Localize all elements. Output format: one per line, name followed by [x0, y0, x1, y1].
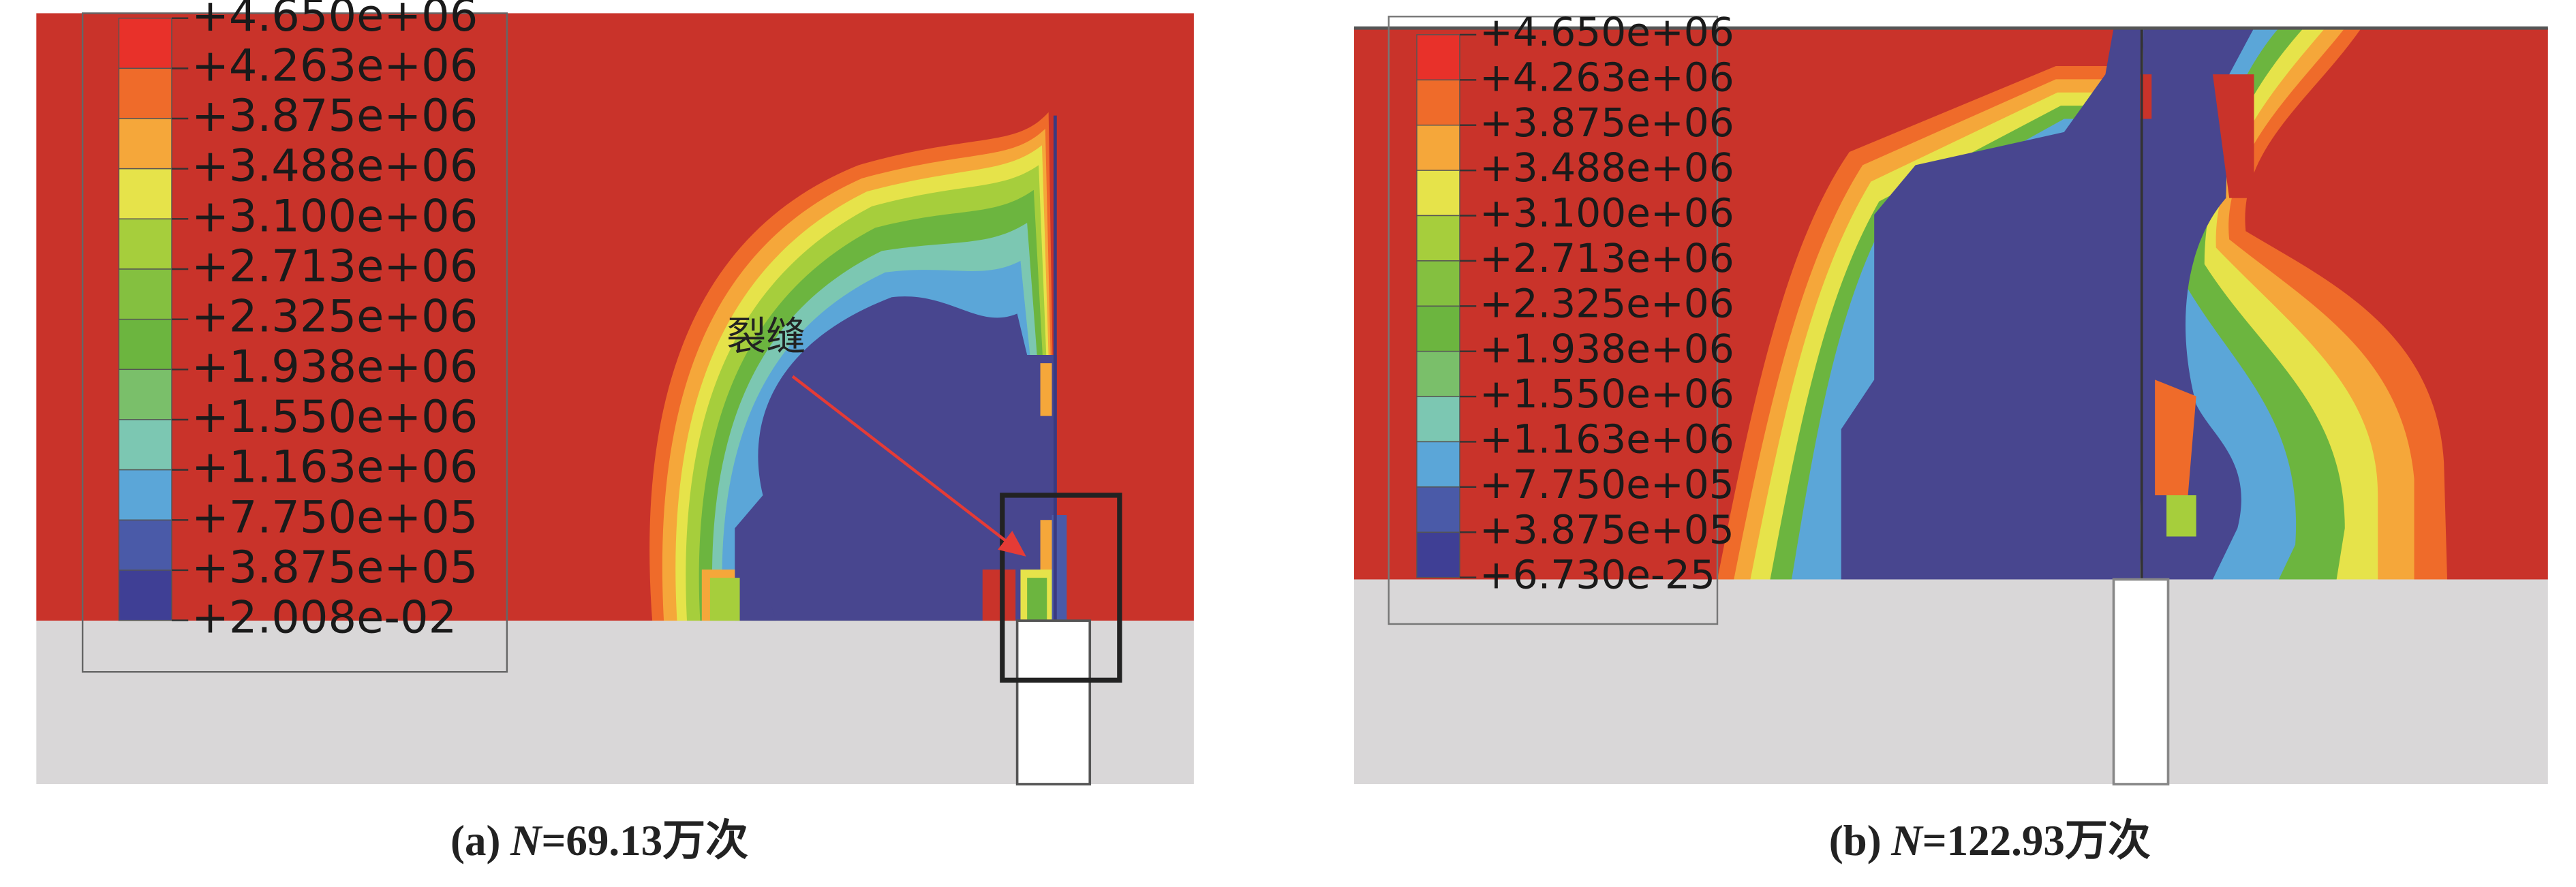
legend-swatch: [1416, 396, 1460, 443]
legend-frame: [81, 12, 508, 673]
legend-label: +1.550e+06: [191, 391, 478, 443]
contour-band: [982, 570, 1016, 621]
legend-swatch: [118, 218, 172, 270]
caption-variable: N: [510, 817, 543, 865]
contour-band: [735, 296, 1057, 621]
caption-value: =122.93万次: [1922, 817, 2151, 865]
contour-band: [2166, 495, 2196, 537]
caption: (b) N=122.93万次: [1829, 817, 2151, 865]
legend-swatch: [118, 519, 172, 571]
contour-band: [1027, 578, 1047, 621]
caption: (a) N=69.13万次: [450, 817, 748, 865]
legend-swatch: [118, 268, 172, 320]
legend-label: +4.650e+06: [191, 0, 478, 42]
legend-swatch: [118, 118, 172, 170]
legend-label: +3.875e+05: [191, 542, 478, 593]
legend-label: +2.008e-02: [191, 592, 457, 644]
caption-value: =69.13万次: [542, 817, 749, 865]
legend-swatch: [118, 168, 172, 220]
legend-label: +3.875e+05: [1479, 506, 1734, 553]
legend-label: +3.488e+06: [1479, 144, 1734, 191]
contour-band: [751, 570, 776, 621]
legend-swatch: [118, 17, 172, 69]
legend-frame: [1387, 16, 1719, 625]
legend-label: +3.488e+06: [191, 140, 478, 192]
legend-swatch: [118, 469, 172, 521]
legend-label: +7.750e+05: [1479, 461, 1734, 508]
legend-label: +3.100e+06: [1479, 190, 1734, 236]
legend-label: +4.650e+06: [1479, 9, 1734, 55]
legend-label: +1.938e+06: [1479, 326, 1734, 372]
legend-label: +3.100e+06: [191, 190, 478, 242]
legend-swatch: [1416, 215, 1460, 262]
legend-swatch: [1416, 305, 1460, 352]
legend-label: +4.263e+06: [1479, 54, 1734, 100]
caption-variable: N: [1890, 817, 1924, 865]
legend-swatch: [118, 570, 172, 621]
contour-band: [1040, 363, 1052, 416]
substrate: [1353, 579, 2548, 785]
legend-swatch: [1416, 260, 1460, 307]
legend-label: +7.750e+05: [191, 491, 478, 543]
legend-label: +1.163e+06: [191, 441, 478, 493]
legend-label: +2.713e+06: [1479, 235, 1734, 281]
contour-b: [1717, 28, 2447, 580]
legend-label: +6.730e-25: [1479, 552, 1715, 598]
contour-band: [1841, 28, 2147, 580]
arrow: [791, 375, 1026, 557]
contour-band: [709, 578, 740, 621]
legend-swatch: [118, 67, 172, 119]
legend-swatch: [1416, 486, 1460, 533]
legend-label: +2.325e+06: [1479, 280, 1734, 326]
legend-swatch: [1416, 350, 1460, 397]
gap: [1015, 619, 1092, 785]
legend-label: +2.713e+06: [191, 240, 478, 292]
legend-swatch: [1416, 531, 1460, 578]
legend-label: +3.875e+06: [1479, 99, 1734, 146]
legend-swatch: [118, 419, 172, 471]
legend-swatch: [1416, 441, 1460, 488]
legend-label: +2.325e+06: [191, 291, 478, 343]
legend-label: +1.163e+06: [1479, 416, 1734, 463]
legend-swatch: [1416, 79, 1460, 126]
annotation: 裂缝: [726, 313, 806, 360]
caption-label: (b): [1829, 817, 1882, 865]
legend-swatch: [118, 318, 172, 371]
legend-swatch: [1416, 170, 1460, 217]
legend-label: +1.938e+06: [191, 341, 478, 392]
contour-band: [2212, 74, 2254, 198]
legend-swatch: [1416, 34, 1460, 81]
legend-label: +4.263e+06: [191, 40, 478, 91]
contour-band: [1040, 520, 1052, 570]
legend-label: +3.875e+06: [191, 90, 478, 142]
contour-band: [2155, 379, 2196, 495]
legend-label: +1.550e+06: [1479, 371, 1734, 417]
legend-swatch: [1416, 124, 1460, 171]
legend-swatch: [118, 369, 172, 420]
caption-label: (a): [450, 817, 500, 865]
highlight-box: [1000, 493, 1122, 683]
gap: [2112, 578, 2170, 785]
